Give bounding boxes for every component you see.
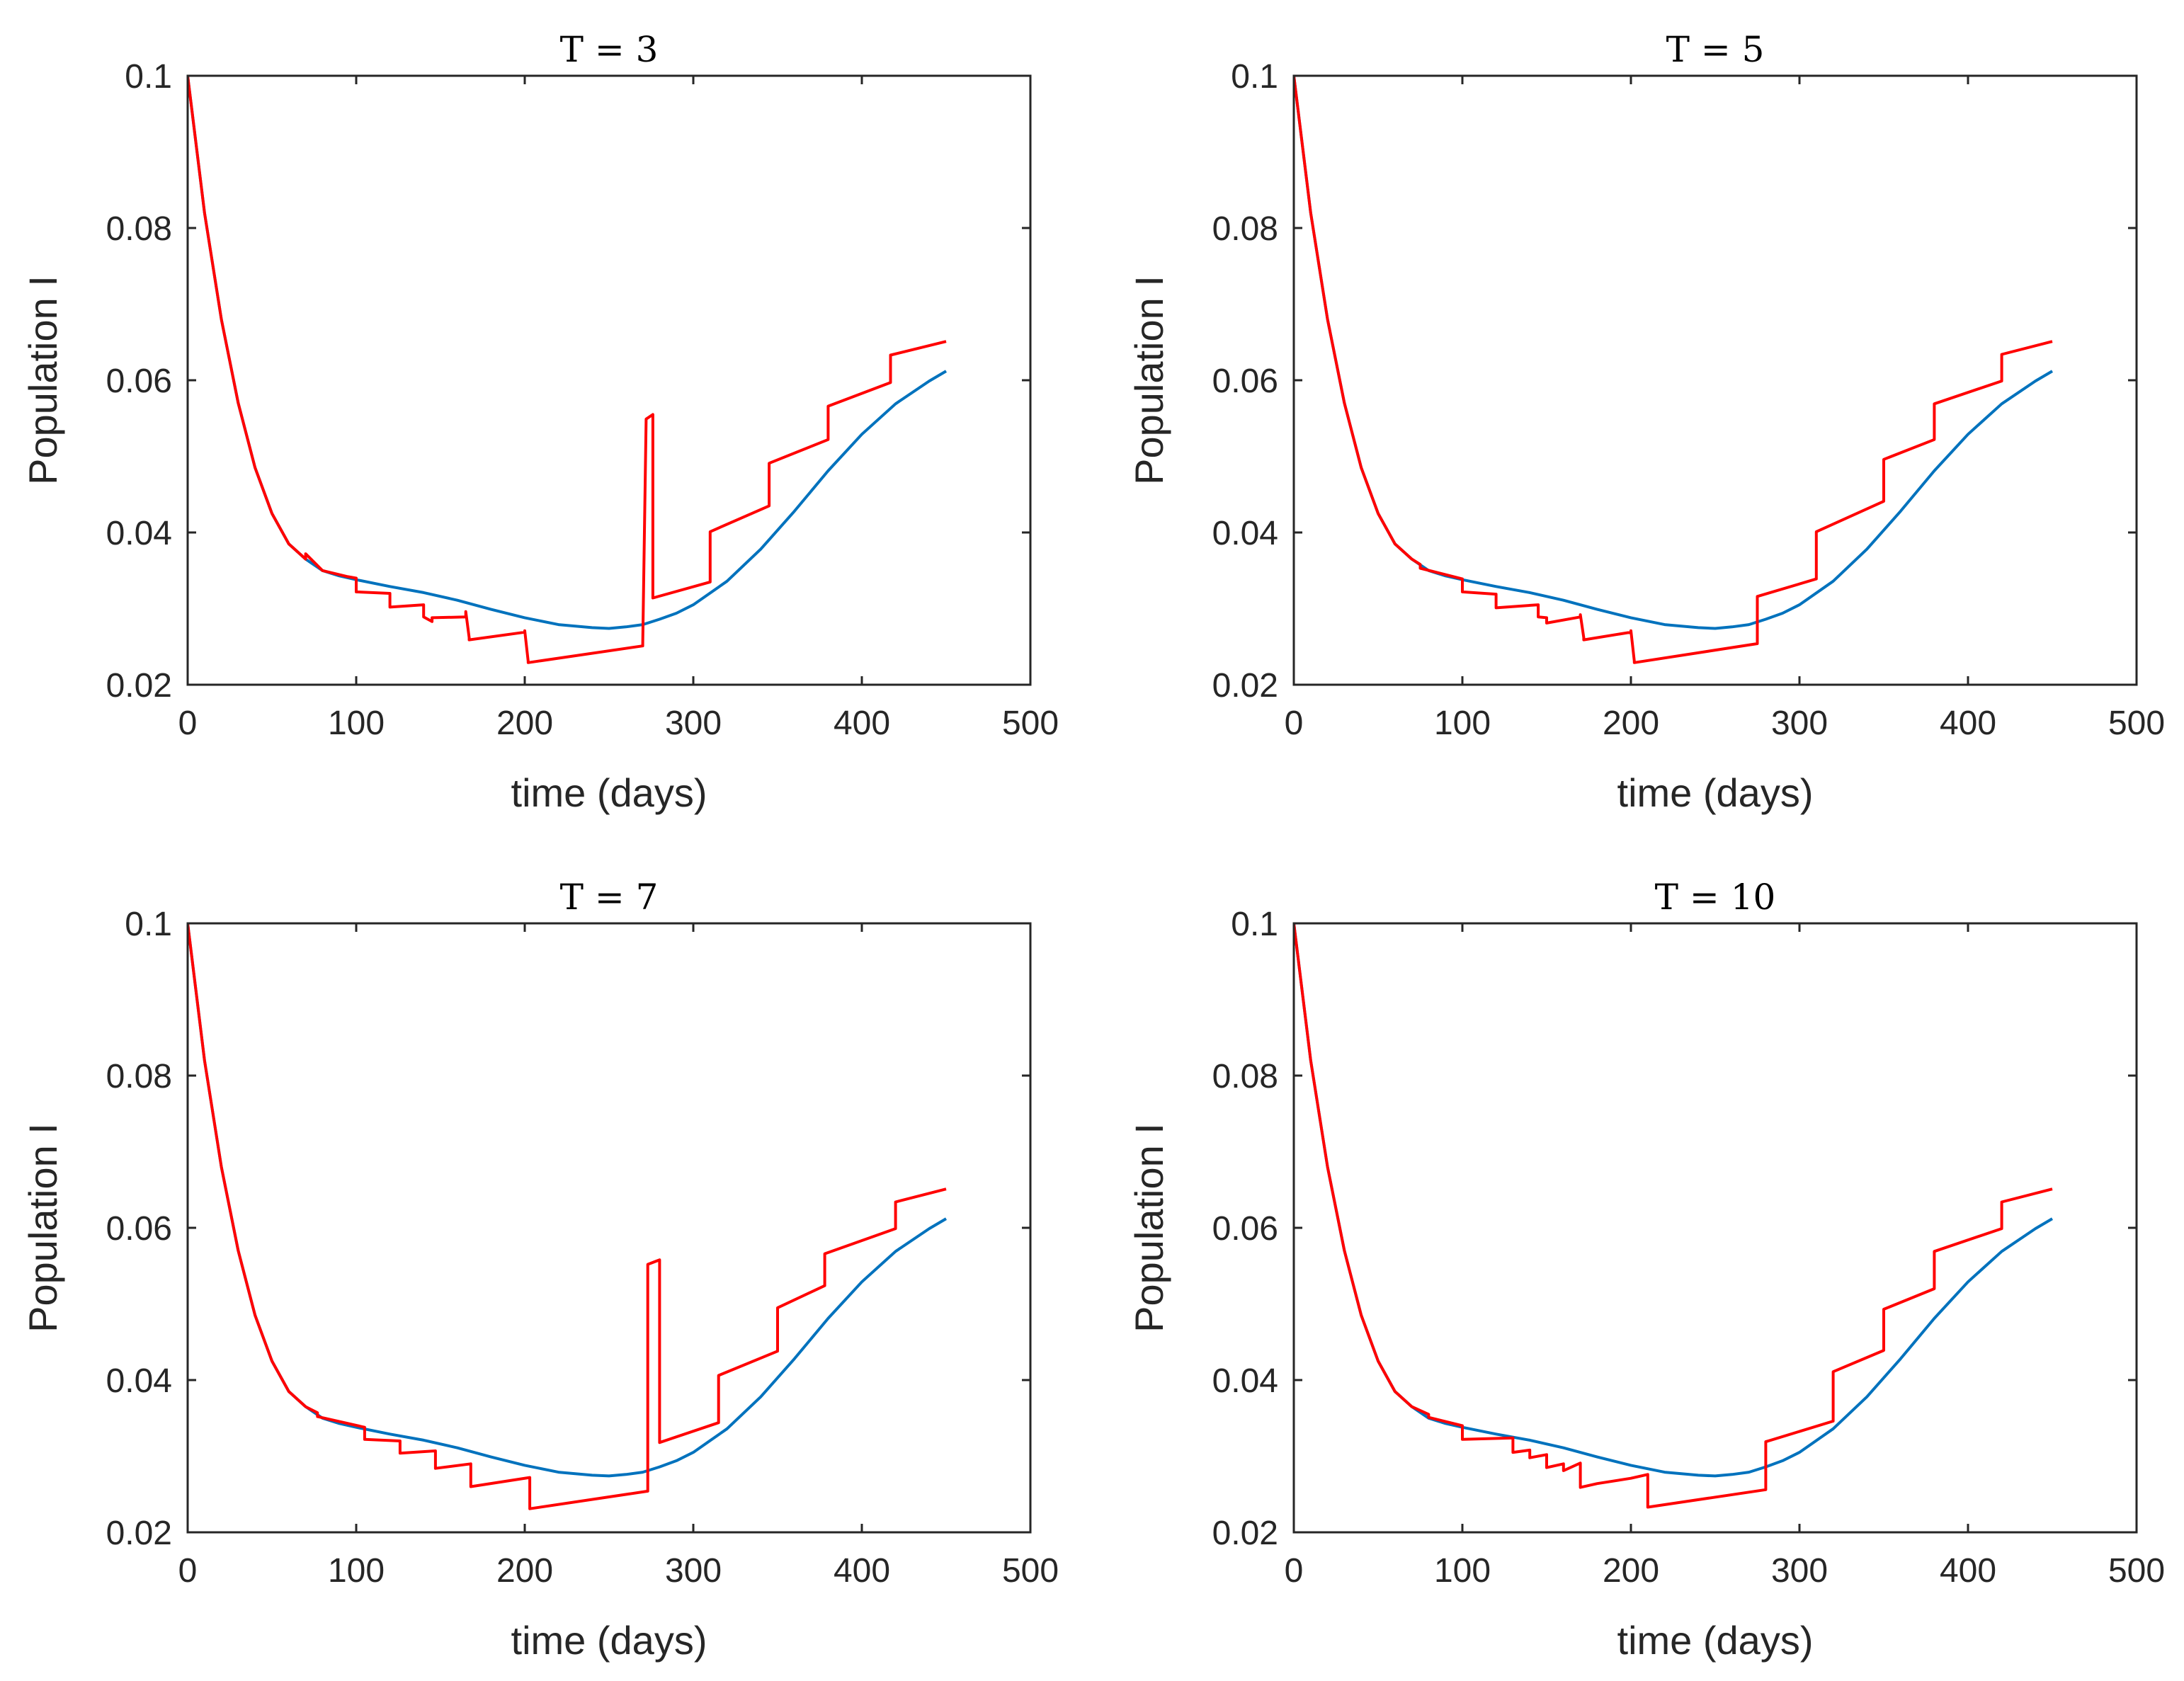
x-tick-label: 400 [834, 1552, 890, 1590]
y-axis-label: Population I [1127, 275, 1171, 485]
x-axis-label: time (days) [1617, 1618, 1814, 1663]
y-axis-label: Population I [1127, 1123, 1171, 1333]
x-tick-label: 200 [1603, 705, 1659, 742]
panel-t10: T = 10 Population I time (days) 0 100 200 3… [1127, 877, 2165, 1663]
x-tick-label: 500 [2108, 705, 2165, 742]
y-tick-label: 0.1 [125, 58, 172, 96]
x-tick-label: 400 [834, 705, 890, 742]
panel-t5: T = 5 Population I time (days) 0 100 200 30… [1127, 29, 2165, 815]
x-tick-label: 0 [178, 1552, 198, 1590]
y-tick-label: 0.1 [1231, 58, 1278, 96]
x-tick-label: 300 [665, 705, 722, 742]
panel-t7: T = 7 Population I time (days) 0 100 200 30… [21, 877, 1059, 1663]
y-tick-label: 0.08 [106, 1058, 172, 1095]
series-line-red [1294, 76, 2053, 664]
x-tick-label: 0 [1285, 1552, 1304, 1590]
y-tick-label: 0.08 [106, 210, 172, 248]
y-tick-label: 0.02 [1212, 1515, 1278, 1552]
y-tick-label: 0.06 [106, 363, 172, 400]
y-tick-label: 0.06 [1212, 363, 1278, 400]
panel-title: T = 7 [560, 877, 659, 918]
y-tick-label: 0.04 [1212, 515, 1278, 552]
y-tick-label: 0.04 [106, 1362, 172, 1400]
x-tick-label: 400 [1940, 1552, 1996, 1590]
panel-title: T = 5 [1666, 29, 1765, 70]
series-line-red [188, 923, 947, 1510]
series-line-red [188, 76, 947, 664]
plot-frame [1292, 922, 2138, 1534]
x-tick-label: 300 [1771, 1552, 1828, 1590]
x-tick-label: 300 [665, 1552, 722, 1590]
y-tick-label: 0.02 [106, 667, 172, 705]
series-line-blue [188, 76, 948, 630]
x-tick-label: 400 [1940, 705, 1996, 742]
y-tick-label: 0.1 [1231, 906, 1278, 943]
y-tick-label: 0.1 [125, 906, 172, 943]
x-tick-label: 300 [1771, 705, 1828, 742]
y-axis-label: Population I [21, 275, 65, 485]
x-tick-label: 200 [496, 1552, 553, 1590]
y-tick-label: 0.02 [106, 1515, 172, 1552]
x-tick-label: 100 [328, 1552, 385, 1590]
x-tick-label: 0 [1285, 705, 1304, 742]
x-tick-label: 500 [2108, 1552, 2165, 1590]
y-tick-label: 0.06 [106, 1210, 172, 1248]
plot-frame [186, 74, 1032, 686]
series-line-blue [188, 923, 948, 1478]
y-tick-label: 0.08 [1212, 1058, 1278, 1095]
y-tick-label: 0.06 [1212, 1210, 1278, 1248]
x-axis-label: time (days) [511, 770, 707, 815]
y-tick-label: 0.08 [1212, 210, 1278, 248]
y-axis-label: Population I [21, 1123, 65, 1333]
series-line-red [1294, 923, 2053, 1509]
y-tick-label: 0.04 [106, 515, 172, 552]
panel-title: T = 10 [1655, 877, 1776, 918]
panel-t3: T = 3 Population I time (days) 0 100 200 30… [21, 29, 1059, 815]
x-axis-label: time (days) [511, 1618, 707, 1663]
series-line-blue [1294, 923, 2054, 1478]
x-tick-label: 500 [1002, 705, 1059, 742]
series-line-blue [1294, 76, 2054, 630]
y-tick-label: 0.04 [1212, 1362, 1278, 1400]
plot-frame [1292, 74, 2138, 686]
x-tick-label: 100 [1434, 705, 1491, 742]
x-tick-label: 0 [178, 705, 198, 742]
x-tick-label: 200 [1603, 1552, 1659, 1590]
y-tick-label: 0.02 [1212, 667, 1278, 705]
panel-title: T = 3 [560, 29, 659, 70]
x-tick-label: 100 [328, 705, 385, 742]
plot-frame [186, 922, 1032, 1534]
x-tick-label: 500 [1002, 1552, 1059, 1590]
x-tick-label: 100 [1434, 1552, 1491, 1590]
x-axis-label: time (days) [1617, 770, 1814, 815]
x-tick-label: 200 [496, 705, 553, 742]
